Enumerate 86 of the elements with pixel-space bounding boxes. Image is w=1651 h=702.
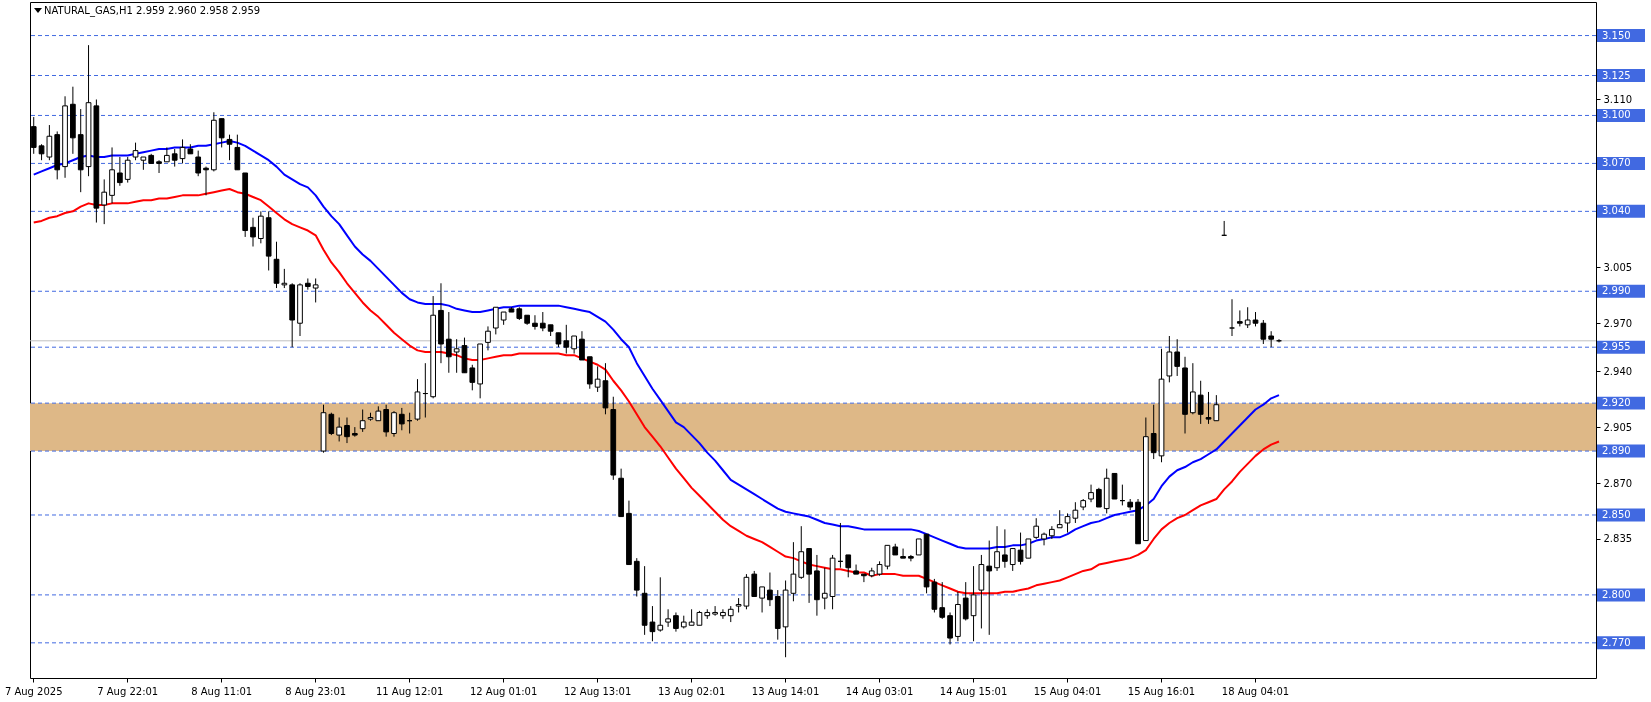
candlestick [986, 540, 993, 636]
x-tick-label: 13 Aug 14:01 [751, 685, 820, 697]
candlestick [1009, 548, 1016, 572]
y-tick-label: 2.940 [1603, 365, 1633, 377]
candlestick [164, 146, 170, 163]
candlestick [1033, 517, 1040, 540]
x-tick-label: 15 Aug 16:01 [1127, 685, 1196, 697]
ref-line-label: 2.850 [1602, 508, 1631, 520]
ref-line-label: 2.890 [1602, 445, 1631, 457]
x-tick-label: 14 Aug 03:01 [845, 685, 914, 697]
candlestick [861, 573, 867, 583]
candlestick [312, 277, 319, 303]
x-tick-label: 8 Aug 23:01 [285, 685, 347, 697]
candlestick [539, 311, 546, 332]
candlestick [1244, 306, 1251, 329]
candlestick [1190, 362, 1196, 415]
ref-line-label: 3.040 [1602, 205, 1631, 217]
candlestick [258, 210, 264, 244]
y-tick-label: 2.905 [1603, 421, 1633, 433]
y-tick-label: 2.870 [1603, 477, 1633, 489]
candlestick [939, 581, 946, 620]
candlestick [821, 567, 828, 610]
candlestick [751, 570, 758, 597]
candlestick [657, 576, 664, 633]
line-series [32, 140, 1280, 550]
candlestick [1041, 532, 1047, 546]
ref-line-label: 2.920 [1602, 397, 1631, 409]
ref-line-label: 3.070 [1602, 157, 1631, 169]
ref-line-label: 3.125 [1602, 69, 1631, 81]
ref-line-label: 3.150 [1602, 29, 1631, 41]
candlestick [665, 608, 671, 628]
candlestick [226, 134, 233, 161]
x-tick-label: 18 Aug 04:01 [1221, 685, 1290, 697]
candlestick [156, 159, 162, 174]
ref-line-label: 3.100 [1602, 109, 1631, 121]
candlestick [673, 611, 679, 633]
candlestick [445, 311, 452, 374]
candlestick [117, 156, 123, 187]
candlestick [101, 178, 108, 225]
candlestick [195, 150, 202, 177]
candlestick [767, 572, 773, 607]
ref-line-label: 2.770 [1602, 636, 1631, 648]
x-tick-label: 7 Aug 2025 [4, 685, 63, 697]
y-tick-label: 2.835 [1603, 533, 1633, 545]
candlestick [853, 564, 859, 575]
candlestick [908, 554, 914, 562]
candlestick [1166, 335, 1173, 383]
candlestick [563, 324, 570, 355]
x-tick-label: 8 Aug 11:01 [191, 685, 253, 697]
x-tick-label: 13 Aug 02:01 [657, 685, 726, 697]
candlestick [485, 325, 491, 351]
candlestick [1002, 528, 1008, 569]
ref-line-label: 2.990 [1602, 285, 1631, 297]
candlestick [994, 525, 1000, 572]
candlestick [234, 134, 241, 171]
candlestick [124, 156, 131, 184]
candlestick [947, 611, 953, 645]
y-tick-label: 2.970 [1603, 317, 1633, 329]
candlestick [900, 548, 906, 559]
ref-line-label: 2.800 [1602, 588, 1631, 600]
candlestick [579, 330, 585, 361]
candlestick [532, 314, 538, 331]
y-tick-label: 3.110 [1603, 93, 1633, 105]
candlestick [759, 586, 765, 613]
candlestick [845, 554, 852, 578]
candlestick [1049, 525, 1055, 540]
candlestick [962, 581, 969, 621]
candlestick [1088, 484, 1094, 503]
x-tick-label: 14 Aug 15:01 [939, 685, 1008, 697]
ref-line-label: 2.955 [1602, 341, 1631, 353]
x-tick-label: 12 Aug 01:01 [469, 685, 538, 697]
candlestick [712, 605, 718, 617]
candlestick [469, 364, 476, 391]
candlestick [492, 306, 499, 335]
candlestick [1096, 487, 1102, 508]
candlestick [720, 608, 726, 620]
x-tick-label: 15 Aug 04:01 [1033, 685, 1102, 697]
candlestick [218, 118, 225, 148]
candlestick [970, 565, 977, 642]
y-tick-label: 3.005 [1603, 261, 1633, 273]
candlestick [1174, 338, 1181, 377]
chart-title: NATURAL_GAS,H1 2.959 2.960 2.958 2.959 [44, 5, 261, 17]
candlestick [250, 217, 256, 248]
x-tick-label: 11 Aug 12:01 [375, 685, 444, 697]
x-tick-label: 7 Aug 22:01 [97, 685, 159, 697]
x-tick-label: 12 Aug 13:01 [563, 685, 632, 697]
